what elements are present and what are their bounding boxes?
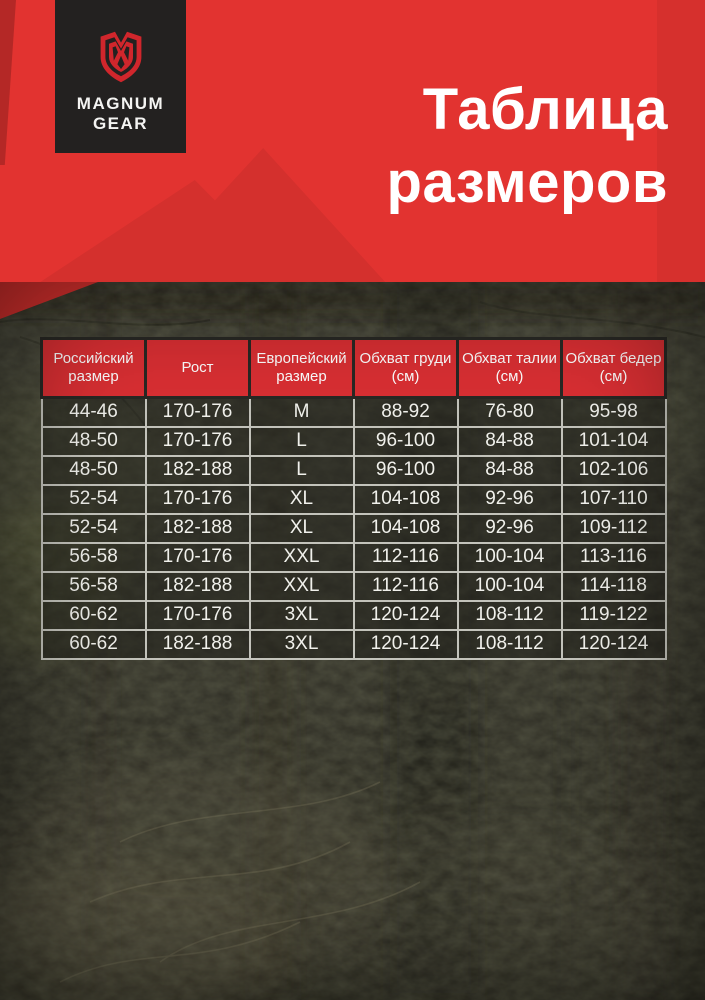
size-cell: 96-100 xyxy=(352,454,459,486)
size-cell: 60-62 xyxy=(40,628,147,660)
size-cell: 170-176 xyxy=(144,483,251,515)
column-header: Обхват бедер (см) xyxy=(560,337,667,399)
right-facet-shape xyxy=(657,0,705,282)
table-row: 48-50 170-176 L 96-100 84-88 101-104 xyxy=(40,425,667,457)
size-cell: 182-188 xyxy=(144,570,251,602)
size-cell: 95-98 xyxy=(560,396,667,428)
size-cell: 170-176 xyxy=(144,396,251,428)
column-header: Европейский размер xyxy=(248,337,355,399)
size-cell: 84-88 xyxy=(456,425,563,457)
size-cell: 3XL xyxy=(248,628,355,660)
size-table-body: 44-46 170-176 M 88-92 76-80 95-98 48-50 170-176… xyxy=(40,396,667,660)
table-row: 56-58 170-176 XXL 112-116 100-104 113-116 xyxy=(40,541,667,573)
size-cell: 48-50 xyxy=(40,454,147,486)
size-cell: 52-54 xyxy=(40,512,147,544)
size-cell: 100-104 xyxy=(456,570,563,602)
title-line-1: Таблица xyxy=(422,77,668,142)
table-row: 52-54 182-188 XL 104-108 92-96 109-112 xyxy=(40,512,667,544)
size-cell: 170-176 xyxy=(144,599,251,631)
size-cell: 107-110 xyxy=(560,483,667,515)
size-cell: L xyxy=(248,425,355,457)
column-header: Обхват талии (см) xyxy=(456,337,563,399)
brand-logo-box: MAGNUM GEAR xyxy=(55,0,186,153)
size-cell: 88-92 xyxy=(352,396,459,428)
size-cell: 120-124 xyxy=(352,599,459,631)
size-cell: 52-54 xyxy=(40,483,147,515)
page-title: Таблица размеров xyxy=(387,74,668,219)
table-row: 48-50 182-188 L 96-100 84-88 102-106 xyxy=(40,454,667,486)
size-cell: 48-50 xyxy=(40,425,147,457)
size-cell: 119-122 xyxy=(560,599,667,631)
size-cell: 182-188 xyxy=(144,454,251,486)
table-row: 52-54 170-176 XL 104-108 92-96 107-110 xyxy=(40,483,667,515)
column-header: Рост xyxy=(144,337,251,399)
brand-name-magnum: MAGNUM xyxy=(76,94,165,113)
size-cell: 170-176 xyxy=(144,425,251,457)
size-cell: 113-116 xyxy=(560,541,667,573)
size-cell: M xyxy=(248,396,355,428)
size-cell: 108-112 xyxy=(456,628,563,660)
size-table-header: Российский размер Рост Европейский размер О… xyxy=(40,337,667,399)
column-header: Обхват груди (см) xyxy=(352,337,459,399)
size-cell: 102-106 xyxy=(560,454,667,486)
size-cell: 60-62 xyxy=(40,599,147,631)
size-cell: 92-96 xyxy=(456,483,563,515)
brand-name-gear: GEAR xyxy=(92,114,149,134)
size-cell: 108-112 xyxy=(456,599,563,631)
size-cell: 76-80 xyxy=(456,396,563,428)
size-cell: L xyxy=(248,454,355,486)
size-cell: 112-116 xyxy=(352,541,459,573)
size-cell: 112-116 xyxy=(352,570,459,602)
size-cell: 182-188 xyxy=(144,628,251,660)
size-cell: 101-104 xyxy=(560,425,667,457)
size-cell: XXL xyxy=(248,541,355,573)
size-cell: 104-108 xyxy=(352,512,459,544)
header-row: Российский размер Рост Европейский размер О… xyxy=(40,337,667,399)
size-cell: 96-100 xyxy=(352,425,459,457)
table-row: 44-46 170-176 M 88-92 76-80 95-98 xyxy=(40,396,667,428)
size-cell: 100-104 xyxy=(456,541,563,573)
size-cell: 114-118 xyxy=(560,570,667,602)
size-cell: 92-96 xyxy=(456,512,563,544)
size-cell: 170-176 xyxy=(144,541,251,573)
size-cell: 109-112 xyxy=(560,512,667,544)
size-cell: 44-46 xyxy=(40,396,147,428)
title-line-2: размеров xyxy=(386,149,668,215)
column-header: Российский размер xyxy=(40,337,147,399)
size-cell: 3XL xyxy=(248,599,355,631)
size-cell: XL xyxy=(248,483,355,515)
size-cell: 56-58 xyxy=(40,570,147,602)
size-cell: 84-88 xyxy=(456,454,563,486)
size-cell: 104-108 xyxy=(352,483,459,515)
size-cell: 120-124 xyxy=(352,628,459,660)
size-cell: 182-188 xyxy=(144,512,251,544)
table-row: 56-58 182-188 XXL 112-116 100-104 114-118 xyxy=(40,570,667,602)
table-row: 60-62 182-188 3XL 120-124 108-112 120-124 xyxy=(40,628,667,660)
size-table: Российский размер Рост Европейский размер О… xyxy=(40,337,667,660)
size-cell: XL xyxy=(248,512,355,544)
magnum-shield-m-icon xyxy=(100,31,141,83)
table-row: 60-62 170-176 3XL 120-124 108-112 119-122 xyxy=(40,599,667,631)
size-cell: 120-124 xyxy=(560,628,667,660)
size-cell: XXL xyxy=(248,570,355,602)
left-facet-shape xyxy=(0,0,16,165)
size-cell: 56-58 xyxy=(40,541,147,573)
